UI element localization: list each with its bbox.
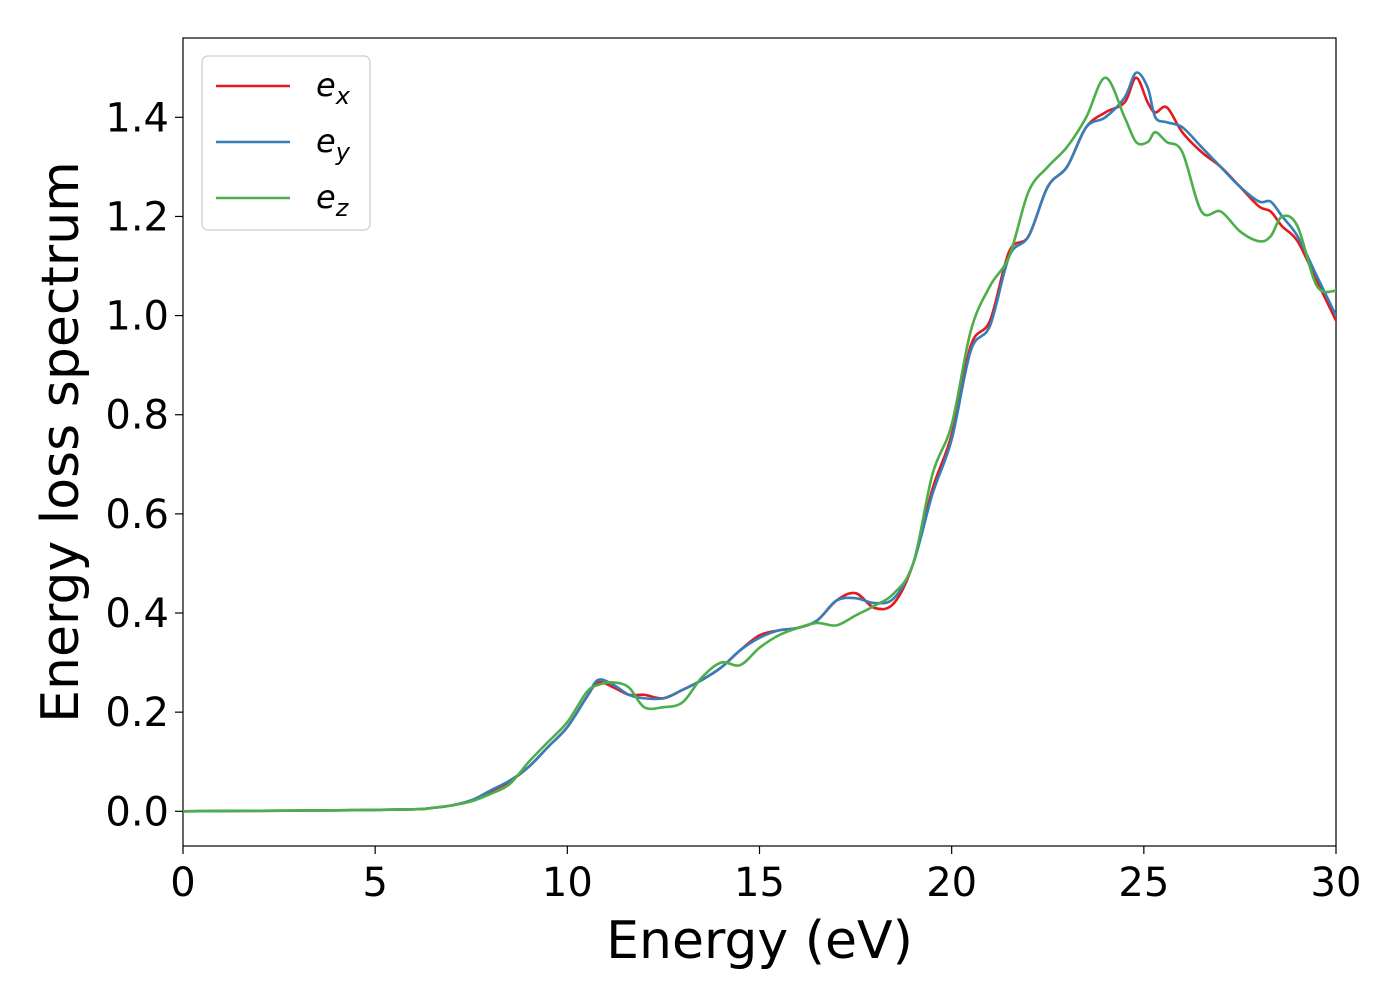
x-tick-label: 15 xyxy=(734,860,785,906)
legend-label: ey xyxy=(316,122,351,166)
legend-label: ex xyxy=(316,66,351,110)
series-line-ey xyxy=(183,71,1336,813)
y-tick-label: 1.4 xyxy=(105,95,169,141)
y-tick-label: 0.4 xyxy=(105,591,169,637)
y-tick-label: 0.2 xyxy=(105,690,169,736)
y-tick-label: 1.0 xyxy=(105,294,169,340)
x-tick-label: 0 xyxy=(170,860,195,906)
x-axis: 0 5 10 15 20 25 30 xyxy=(170,846,1361,906)
y-axis: 0.0 0.2 0.4 0.6 0.8 1.0 1.2 1.4 xyxy=(105,95,183,835)
y-tick-label: 0.6 xyxy=(105,492,169,538)
x-tick-label: 30 xyxy=(1311,860,1362,906)
x-tick-label: 5 xyxy=(362,860,387,906)
legend: ex ey ez xyxy=(201,55,371,231)
legend-item-ez: ez xyxy=(216,178,350,222)
x-tick-label: 10 xyxy=(542,860,593,906)
y-tick-label: 0.8 xyxy=(105,393,169,439)
x-axis-title: Energy (eV) xyxy=(606,911,913,971)
y-axis-title: Energy loss spectrum xyxy=(31,161,91,723)
legend-label: ez xyxy=(316,178,350,222)
legend-item-ex: ex xyxy=(216,66,351,110)
x-tick-label: 25 xyxy=(1118,860,1169,906)
plot-area xyxy=(182,37,1337,847)
plot-frame xyxy=(182,37,1337,847)
y-tick-label: 0.0 xyxy=(105,789,169,835)
series-line-ez xyxy=(183,76,1336,813)
y-tick-label: 1.2 xyxy=(105,194,169,240)
legend-items: ex ey ez xyxy=(216,66,351,222)
series-layer xyxy=(183,71,1336,813)
x-tick-label: 20 xyxy=(926,860,977,906)
legend-item-ey: ey xyxy=(216,122,351,166)
